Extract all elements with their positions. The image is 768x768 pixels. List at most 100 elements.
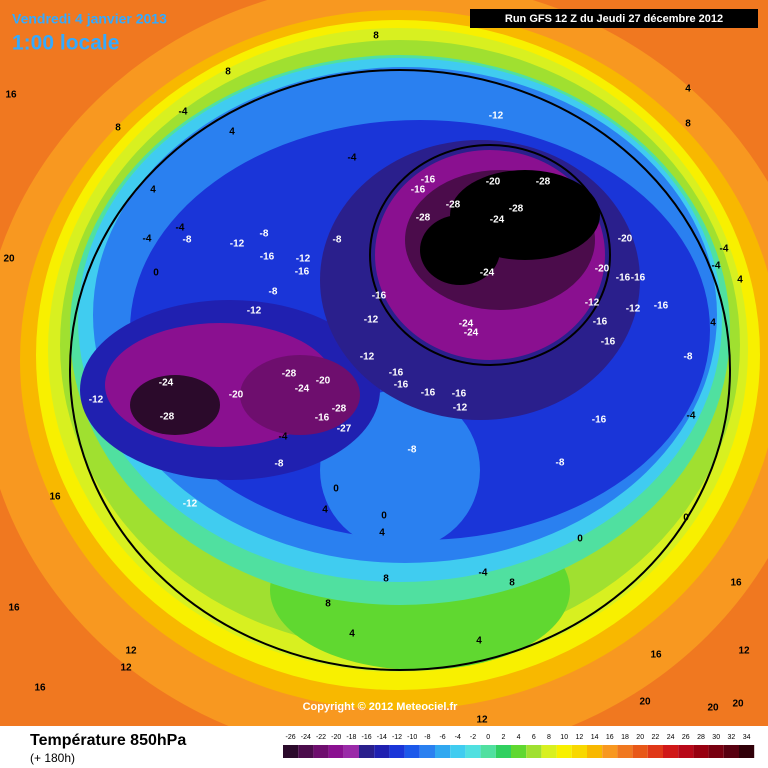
contour-label: -4 — [176, 223, 185, 234]
contour-label: -8 — [408, 445, 417, 456]
scale-swatch — [723, 745, 739, 758]
contour-label: -24 — [159, 378, 174, 389]
contour-label: -12 — [364, 315, 379, 326]
contour-label: -16 — [654, 301, 669, 312]
contour-label: 16 — [5, 90, 17, 101]
contour-label: -12 — [247, 306, 262, 317]
contour-label: -16 — [592, 415, 607, 426]
contour-label: -4 — [720, 244, 729, 255]
scale-label: -4 — [455, 734, 461, 741]
scale-swatch — [739, 745, 755, 758]
contour-label: -28 — [446, 200, 461, 211]
time: 1:00 locale — [12, 32, 119, 55]
scale-label: 6 — [532, 734, 536, 741]
contour-label: 4 — [476, 636, 482, 647]
contour-label: 8 — [115, 123, 121, 134]
scale-swatch — [404, 745, 420, 758]
scale-swatch — [359, 745, 375, 758]
contour-label: -4 — [348, 153, 357, 164]
scale-label: 2 — [501, 734, 505, 741]
run-info: Run GFS 12 Z du Jeudi 27 décembre 2012 — [505, 13, 723, 25]
contour-label: -20 — [316, 376, 331, 387]
contour-label: -24 — [480, 268, 495, 279]
scale-label: 30 — [712, 734, 720, 741]
contour-label: -20 — [618, 234, 633, 245]
scale-label: 32 — [728, 734, 736, 741]
scale-swatch — [374, 745, 390, 758]
contour-label: -16 — [593, 317, 608, 328]
contour-label: 16 — [730, 578, 742, 589]
scale-swatch — [556, 745, 572, 758]
contour-label: -28 — [536, 177, 551, 188]
scale-label: -24 — [301, 734, 311, 741]
copyright: Copyright © 2012 Meteociel.fr — [303, 701, 459, 713]
contour-label: 0 — [381, 511, 387, 522]
contour-label: 0 — [333, 484, 339, 495]
scale-swatch — [511, 745, 527, 758]
contour-label: -28 — [160, 412, 175, 423]
contour-label: -16 — [389, 368, 404, 379]
scale-swatch — [708, 745, 724, 758]
contour-label: 20 — [732, 699, 744, 710]
contour-label: -12 — [296, 254, 311, 265]
contour-label: -24 — [459, 319, 474, 330]
contour-label: -12 — [585, 298, 600, 309]
contour-label: 16 — [34, 683, 46, 694]
contour-label: -4 — [479, 568, 488, 579]
contour-label: 8 — [509, 578, 515, 589]
contour-label: -12 — [489, 111, 504, 122]
contour-label: 4 — [322, 505, 328, 516]
scale-swatch — [328, 745, 344, 758]
scale-label: -8 — [424, 734, 430, 741]
contour-label: 4 — [685, 84, 691, 95]
contour-label: -12 — [453, 403, 468, 414]
contour-label: -4 — [687, 411, 696, 422]
contour-label: 0 — [683, 513, 689, 524]
contour-label: 8 — [373, 31, 379, 42]
contour-label: -4 — [279, 432, 288, 443]
scale-label: 8 — [547, 734, 551, 741]
scale-label: -18 — [346, 734, 356, 741]
scale-label: -16 — [362, 734, 372, 741]
contour-label: -16 — [260, 252, 275, 263]
contour-label: -4 — [143, 234, 152, 245]
scale-swatch — [298, 745, 314, 758]
scale-swatch — [480, 745, 496, 758]
scale-swatch — [283, 745, 299, 758]
scale-swatch — [571, 745, 587, 758]
contour-label: -8 — [333, 235, 342, 246]
contour-label: -28 — [509, 204, 524, 215]
scale-label: 16 — [606, 734, 614, 741]
footer-title: Température 850hPa — [30, 732, 186, 749]
scale-swatch — [663, 745, 679, 758]
contour-label: -28 — [282, 369, 297, 380]
scale-label: -2 — [470, 734, 476, 741]
contour-label: 16 — [8, 603, 20, 614]
contour-label: 4 — [150, 185, 156, 196]
contour-label: -12 — [230, 239, 245, 250]
contour-label: 4 — [379, 528, 385, 539]
contour-label: 12 — [738, 646, 750, 657]
contour-label: 8 — [325, 599, 331, 610]
scale-swatch — [526, 745, 542, 758]
contour-label: 8 — [225, 67, 231, 78]
contour-label: 12 — [476, 715, 488, 726]
contour-label: -8 — [275, 459, 284, 470]
contour-label: -4 — [179, 107, 188, 118]
contour-label: -28 — [332, 404, 347, 415]
scale-swatch — [617, 745, 633, 758]
contour-label: 12 — [120, 663, 132, 674]
scale-label: -12 — [392, 734, 402, 741]
contour-label: -16 — [601, 337, 616, 348]
scale-swatch — [678, 745, 694, 758]
contour-label: -24 — [295, 384, 310, 395]
scale-label: -6 — [439, 734, 445, 741]
scale-swatch — [632, 745, 648, 758]
contour-label: -20 — [486, 177, 501, 188]
contour-label: -8 — [260, 229, 269, 240]
contour-label: -4 — [712, 261, 721, 272]
contour-label: 8 — [383, 574, 389, 585]
scale-label: -20 — [331, 734, 341, 741]
color-scale: -26 -24 -22 -20 -18 -16 -14 -12 -10 -8 -6 -4 -2 0 2 4 6 8… — [283, 734, 755, 758]
